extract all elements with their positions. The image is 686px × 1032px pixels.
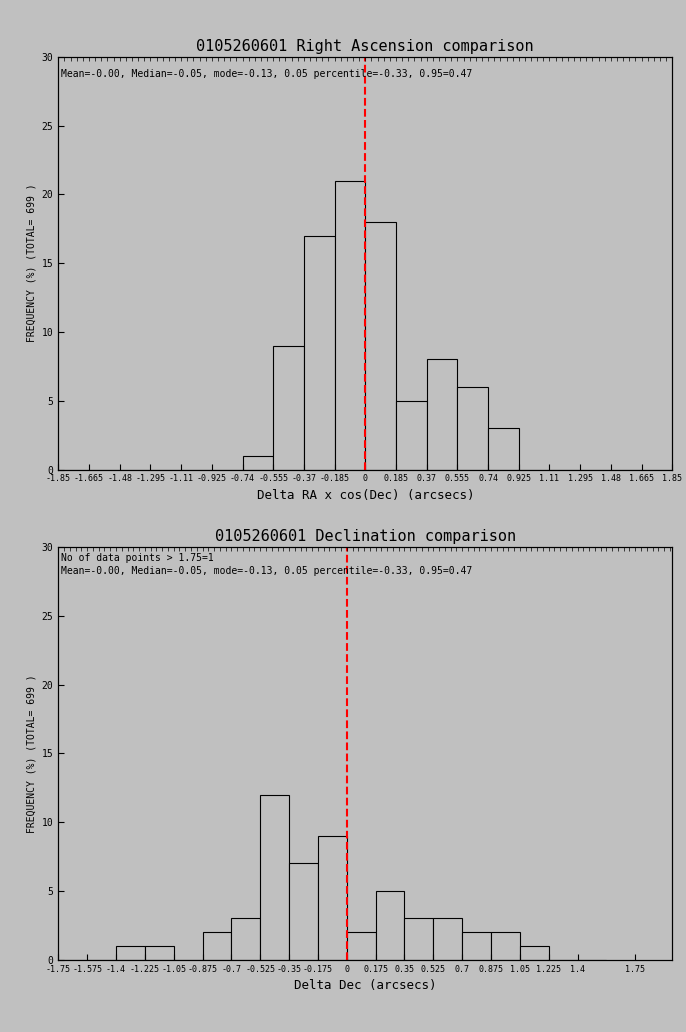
Bar (273, 346, 304, 470)
Bar (231, 918, 260, 960)
Bar (365, 222, 396, 470)
Title: 0105260601 Right Ascension comparison: 0105260601 Right Ascension comparison (196, 39, 534, 55)
Bar (260, 795, 289, 960)
Bar (520, 946, 549, 960)
Bar (376, 891, 405, 960)
Bar (335, 181, 365, 470)
Bar (405, 918, 434, 960)
Bar (427, 359, 458, 470)
Bar (116, 946, 145, 960)
Bar (346, 932, 376, 960)
X-axis label: Delta RA x cos(Dec) (arcsecs): Delta RA x cos(Dec) (arcsecs) (257, 489, 474, 502)
Bar (488, 428, 519, 470)
Bar (318, 836, 346, 960)
Bar (458, 387, 488, 470)
Bar (243, 456, 273, 470)
X-axis label: Delta Dec (arcsecs): Delta Dec (arcsecs) (294, 979, 436, 992)
Y-axis label: FREQUENCY (%) (TOTAL= 699 ): FREQUENCY (%) (TOTAL= 699 ) (26, 184, 36, 343)
Bar (491, 932, 520, 960)
Text: No of data points > 1.75=1: No of data points > 1.75=1 (61, 553, 214, 563)
Text: Mean=-0.00, Median=-0.05, mode=-0.13, 0.05 percentile=-0.33, 0.95=0.47: Mean=-0.00, Median=-0.05, mode=-0.13, 0.… (61, 69, 473, 79)
Bar (434, 918, 462, 960)
Bar (462, 932, 491, 960)
Bar (202, 932, 231, 960)
Bar (304, 235, 335, 470)
Text: Mean=-0.00, Median=-0.05, mode=-0.13, 0.05 percentile=-0.33, 0.95=0.47: Mean=-0.00, Median=-0.05, mode=-0.13, 0.… (61, 566, 473, 576)
Y-axis label: FREQUENCY (%) (TOTAL= 699 ): FREQUENCY (%) (TOTAL= 699 ) (26, 674, 36, 833)
Title: 0105260601 Declination comparison: 0105260601 Declination comparison (215, 529, 516, 545)
Bar (396, 400, 427, 470)
Bar (145, 946, 174, 960)
Bar (289, 864, 318, 960)
